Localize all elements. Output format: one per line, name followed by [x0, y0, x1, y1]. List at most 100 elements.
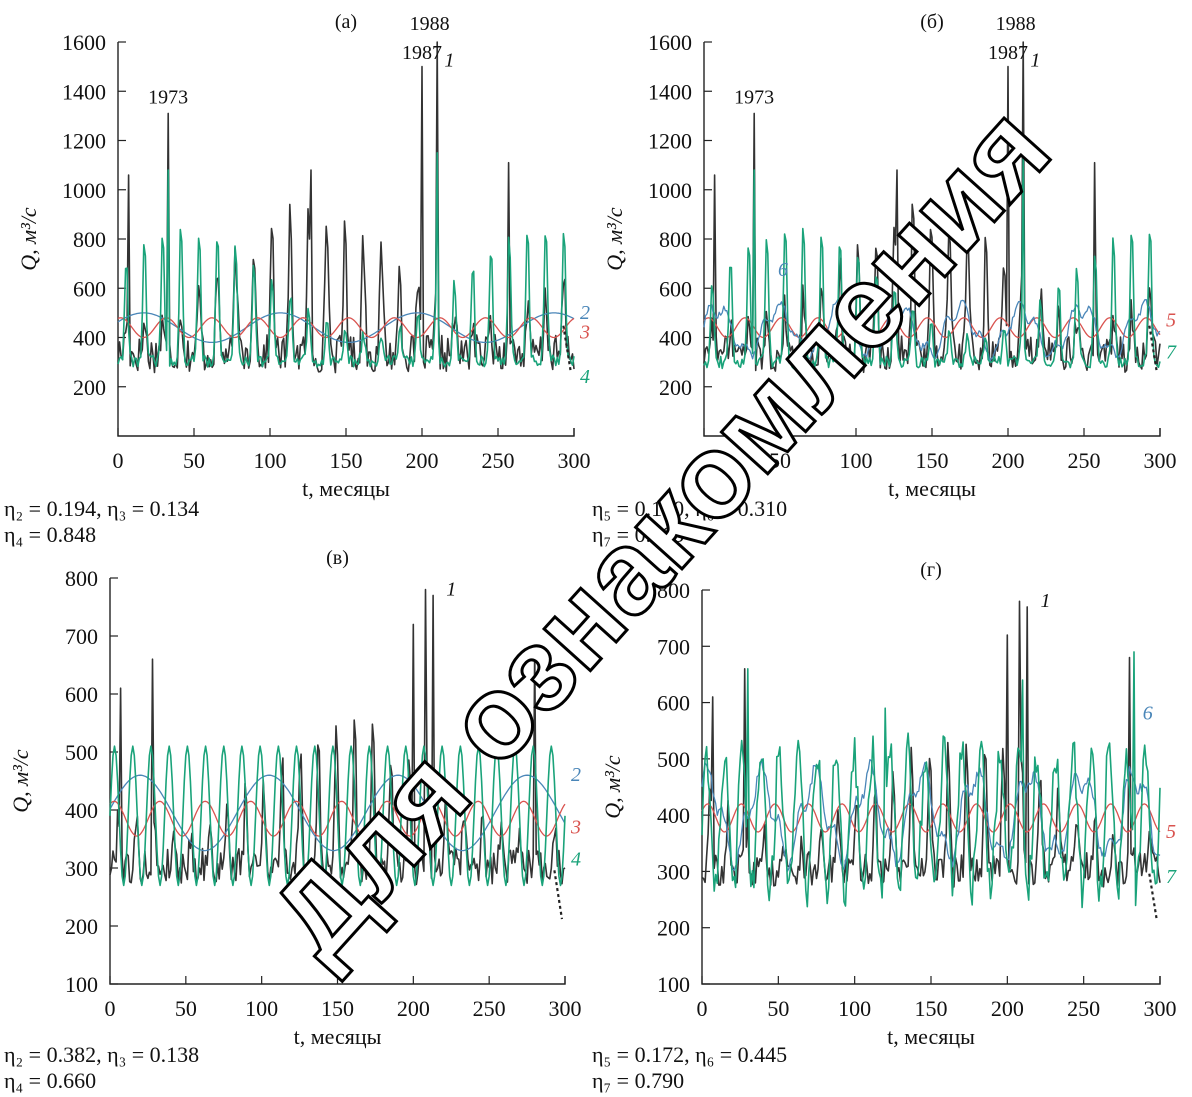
eta-panel-c: η₂ = 0.382, η₃ = 0.138 η₄ = 0.660 [4, 1042, 199, 1094]
y-axis-label: Q, м³/с [600, 755, 625, 819]
x-tick-label: 100 [245, 996, 278, 1021]
y-tick-label: 800 [65, 566, 98, 591]
eta-line: η₂ = 0.382, η₃ = 0.138 [4, 1042, 200, 1067]
series-line-7 [701, 651, 1161, 909]
y-tick-label: 400 [73, 326, 106, 351]
series-line-3 [117, 317, 575, 339]
x-tick-label: 100 [838, 996, 871, 1021]
x-tick-label: 200 [991, 996, 1024, 1021]
annotation: 1 [1041, 590, 1051, 612]
annotation: 6 [778, 259, 788, 281]
chart-panel-c: 100 200 300 400 500 600 700 800 0 50 100 150 200 250 3… [8, 547, 582, 1049]
y-tick-label: 200 [657, 916, 690, 941]
y-tick-label: 100 [657, 972, 690, 997]
x-tick-label: 200 [406, 448, 439, 473]
series-label-7: 7 [1166, 866, 1177, 888]
y-tick-label: 800 [657, 578, 690, 603]
panel-label: (а) [335, 11, 357, 33]
x-tick-label: 0 [697, 996, 708, 1021]
annotation: 1988 [410, 13, 450, 35]
annotation: 1987 [988, 42, 1028, 64]
chart-panel-b: 200 400 600 800 1000 1200 1400 1600 0 50 100 150 200… [602, 11, 1177, 501]
series-line-2 [117, 312, 575, 344]
y-tick-label: 1200 [648, 129, 692, 154]
annotation: 1973 [148, 87, 188, 109]
x-tick-label: 200 [992, 448, 1025, 473]
series-line-4 [117, 152, 575, 368]
series-label-3: 3 [570, 816, 581, 838]
y-tick-label: 700 [657, 634, 690, 659]
annotation: 1973 [734, 87, 774, 109]
x-tick-label: 50 [175, 996, 197, 1021]
y-tick-label: 300 [657, 859, 690, 884]
annotation: 6 [1143, 702, 1153, 724]
eta-line: η₂ = 0.194, η₃ = 0.134 [4, 496, 200, 521]
x-tick-label: 250 [482, 448, 515, 473]
y-tick-label: 600 [659, 276, 692, 301]
x-tick-label: 250 [473, 996, 506, 1021]
y-tick-label: 800 [659, 227, 692, 252]
eta-panel-b: η₅ = 0.150, η₆ = 0.310 η₇ = 0.903 [592, 496, 787, 548]
x-tick-label: 150 [321, 996, 354, 1021]
annotation: 1 [444, 50, 454, 72]
y-tick-label: 600 [73, 276, 106, 301]
x-axis-label: t, месяцы [887, 1024, 975, 1049]
eta-panel-d: η₅ = 0.172, η₆ = 0.445 η₇ = 0.790 [592, 1042, 787, 1094]
series-label-5: 5 [1166, 821, 1176, 843]
y-axis-label: Q, м³/с [16, 207, 41, 271]
x-tick-label: 50 [769, 448, 791, 473]
y-tick-label: 1600 [62, 30, 106, 55]
x-tick-label: 300 [1144, 448, 1177, 473]
series-label-2: 2 [571, 764, 581, 786]
x-tick-label: 150 [330, 448, 363, 473]
forecast-tail [1148, 873, 1159, 922]
series-line-1 [109, 588, 566, 886]
eta-line: η₇ = 0.790 [592, 1068, 685, 1093]
x-tick-label: 300 [549, 996, 582, 1021]
x-tick-label: 250 [1067, 996, 1100, 1021]
eta-panel-a: η₂ = 0.194, η₃ = 0.134 η₄ = 0.848 [4, 496, 199, 548]
y-axis-label: Q, м³/с [602, 207, 627, 271]
annotation: 1988 [996, 13, 1036, 35]
forecast-tail [553, 870, 564, 920]
x-tick-label: 0 [699, 448, 710, 473]
chart-panel-a: 200 400 600 800 1000 1200 1400 1600 0 50 100 150 200… [16, 11, 591, 501]
x-tick-label: 250 [1068, 448, 1101, 473]
annotation: 1 [446, 578, 456, 600]
forecast-tail [562, 325, 573, 374]
x-tick-label: 100 [840, 448, 873, 473]
x-tick-label: 300 [558, 448, 591, 473]
x-tick-label: 0 [113, 448, 124, 473]
x-tick-label: 50 [767, 996, 789, 1021]
y-tick-label: 300 [65, 856, 98, 881]
x-tick-label: 0 [105, 996, 116, 1021]
panel-label: (г) [920, 559, 942, 581]
y-tick-label: 100 [65, 972, 98, 997]
y-tick-label: 600 [657, 691, 690, 716]
x-tick-label: 200 [397, 996, 430, 1021]
series-label-5: 5 [1166, 309, 1176, 331]
y-tick-label: 400 [657, 803, 690, 828]
y-tick-label: 400 [65, 798, 98, 823]
chart-panel-d: 100 200 300 400 500 600 700 800 0 50 100 150 200 250 3… [600, 559, 1177, 1049]
x-axis-label: t, месяцы [302, 476, 390, 501]
y-tick-label: 400 [659, 326, 692, 351]
eta-line: η₇ = 0.903 [592, 522, 685, 547]
series-line-2 [109, 774, 566, 852]
annotation: 1 [1030, 50, 1040, 72]
y-tick-label: 200 [65, 914, 98, 939]
y-tick-label: 200 [73, 375, 106, 400]
x-tick-label: 300 [1144, 996, 1177, 1021]
series-label-2: 2 [580, 302, 590, 324]
y-tick-label: 1400 [648, 79, 692, 104]
y-tick-label: 500 [65, 740, 98, 765]
series-line-5 [701, 803, 1161, 833]
series-line-4 [109, 745, 566, 887]
y-tick-label: 1200 [62, 129, 106, 154]
series-label-3: 3 [579, 322, 590, 344]
x-axis-label: t, месяцы [294, 1024, 382, 1049]
y-tick-label: 800 [73, 227, 106, 252]
forecast-tail [1148, 325, 1159, 374]
x-tick-label: 50 [183, 448, 205, 473]
